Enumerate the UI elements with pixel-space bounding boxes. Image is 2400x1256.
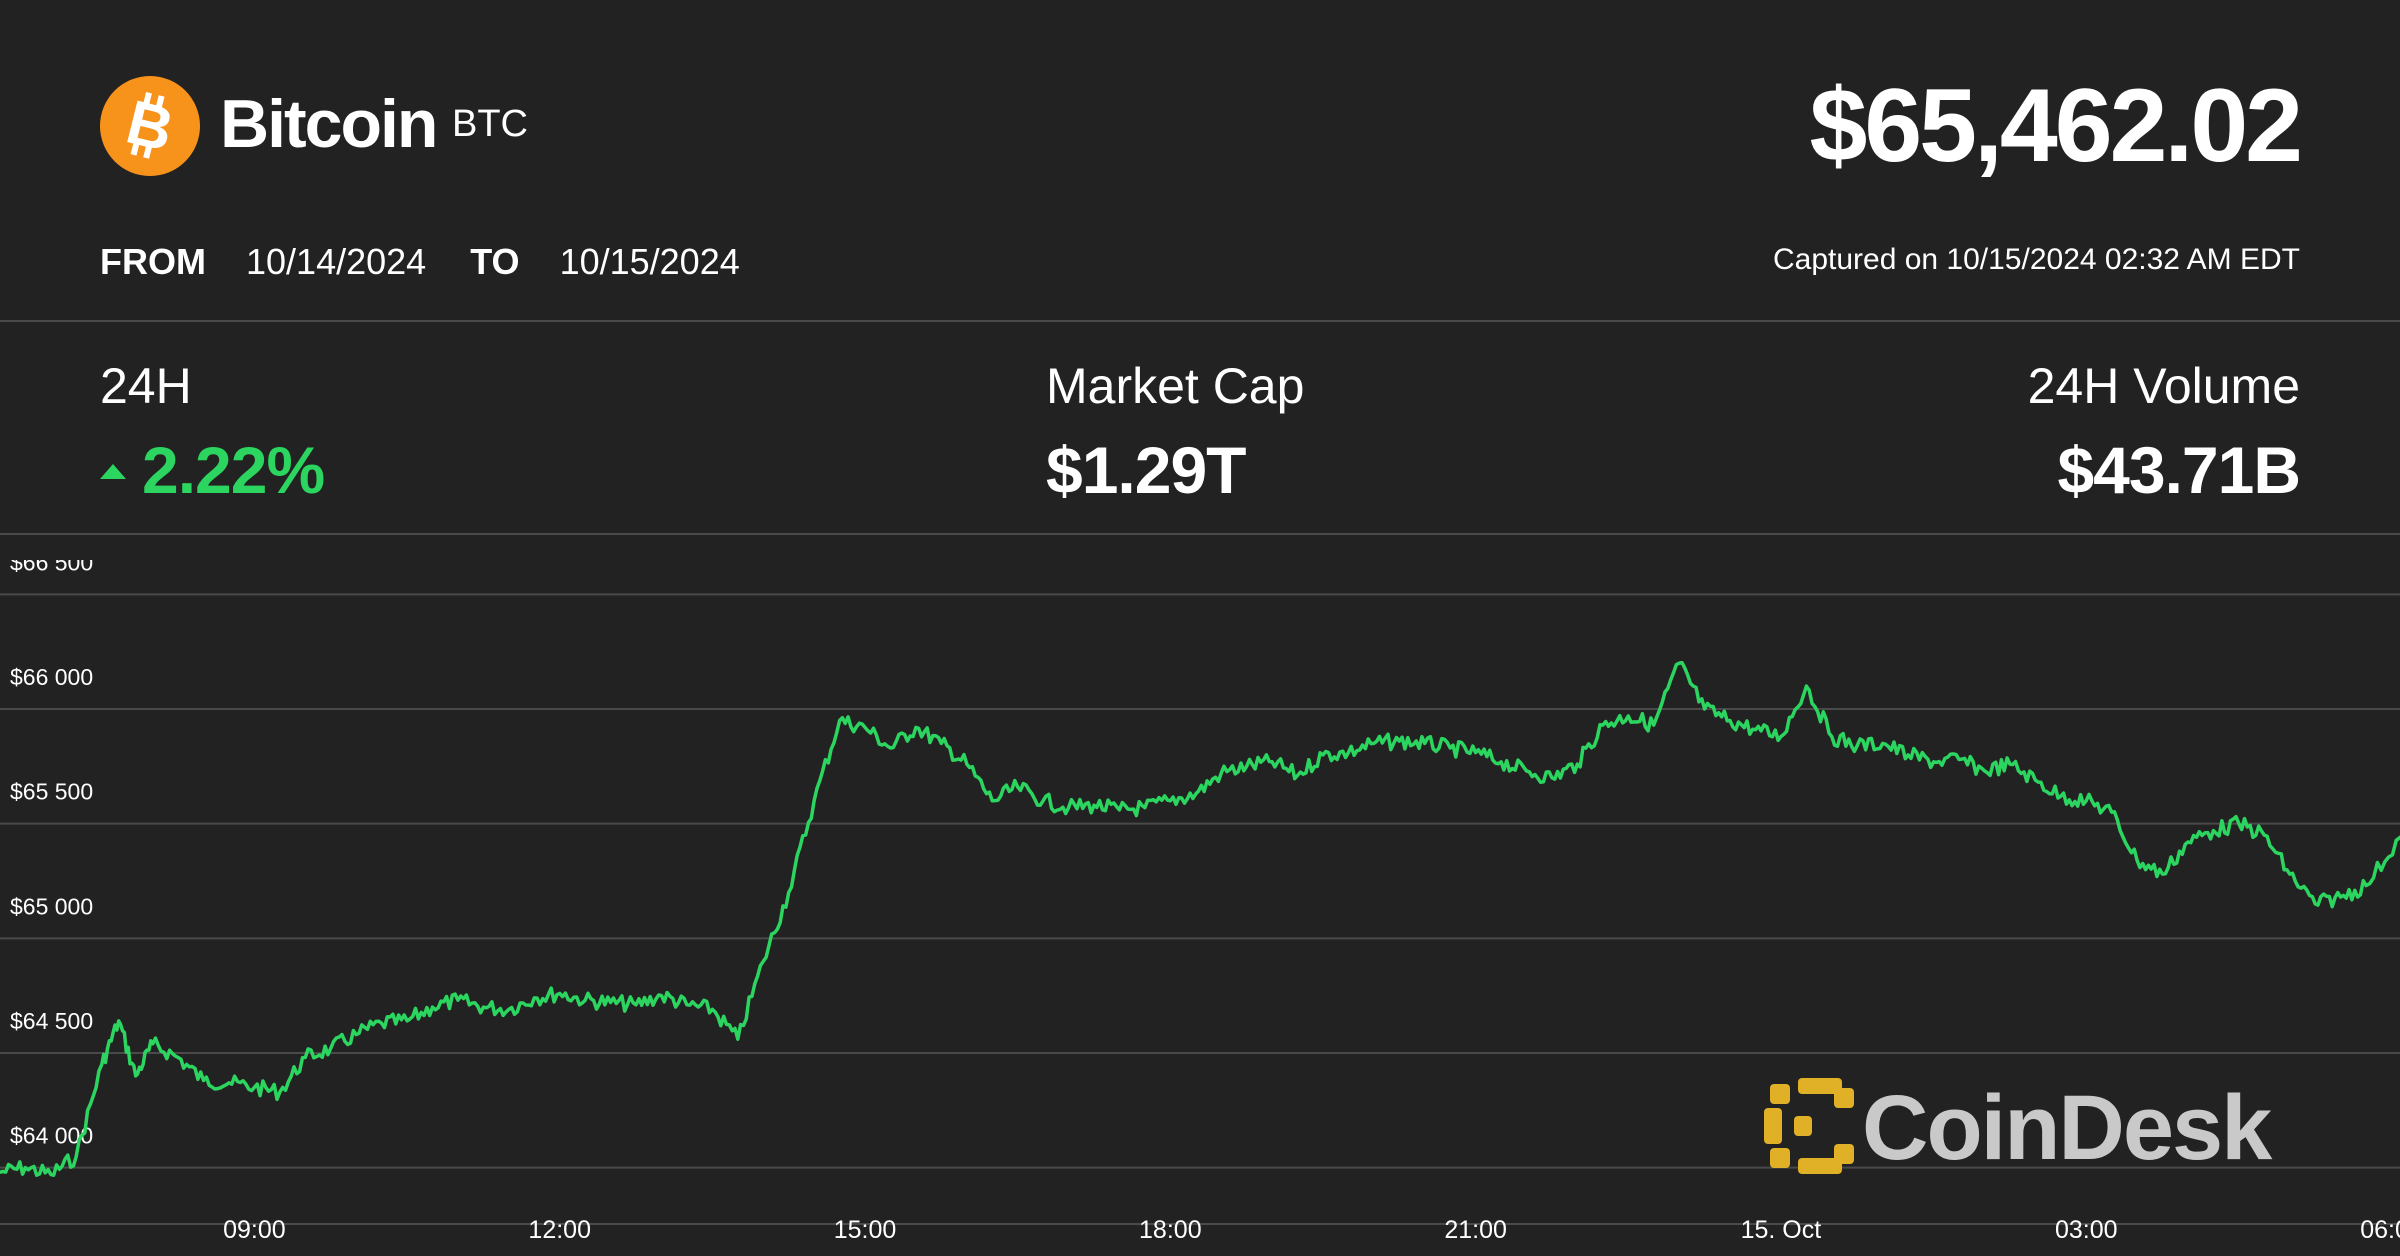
bitcoin-logo-icon: B bbox=[100, 76, 200, 176]
stat-24h-label: 24H bbox=[100, 358, 192, 414]
stat-24h-change: 24H 2.22% bbox=[100, 356, 325, 510]
stat-market-cap-value: $1.29T bbox=[1046, 433, 1246, 507]
price-chart: $64 000$64 500$65 000$65 500$66 000$66 5… bbox=[0, 560, 2400, 1244]
current-price: $65,462.02 bbox=[1809, 68, 2303, 184]
y-tick-label: $66 000 bbox=[10, 664, 93, 690]
stat-market-cap: Market Cap $1.29T bbox=[1046, 356, 1304, 510]
divider-top bbox=[0, 320, 2400, 322]
stat-market-cap-label: Market Cap bbox=[1046, 358, 1305, 414]
date-range: FROM 10/14/2024 TO 10/15/2024 bbox=[100, 240, 774, 284]
from-label: FROM bbox=[100, 241, 206, 282]
x-tick-label: 21:00 bbox=[1444, 1216, 1507, 1244]
captured-timestamp: Captured on 10/15/2024 02:32 AM EDT bbox=[1772, 243, 2300, 276]
y-tick-label: $65 500 bbox=[10, 779, 93, 805]
stat-volume-label: 24H Volume bbox=[2027, 358, 2300, 414]
stat-24h-value-text: 2.22% bbox=[142, 433, 325, 507]
to-date: 10/15/2024 bbox=[559, 241, 740, 282]
x-tick-label: 06:00 bbox=[2360, 1216, 2400, 1244]
to-label: TO bbox=[470, 241, 520, 282]
x-tick-label: 12:00 bbox=[528, 1216, 591, 1244]
stat-volume-value: $43.71B bbox=[2057, 433, 2301, 507]
divider-bottom bbox=[0, 533, 2400, 535]
coin-ticker: BTC bbox=[452, 103, 528, 145]
x-tick-label: 15. Oct bbox=[1741, 1216, 1822, 1244]
stat-volume: 24H Volume $43.71B bbox=[2027, 356, 2301, 510]
price-series-line bbox=[0, 660, 2400, 1177]
x-tick-label: 09:00 bbox=[223, 1216, 286, 1244]
coindesk-watermark: CoinDesk bbox=[1764, 1078, 2320, 1178]
stat-24h-value: 2.22% bbox=[100, 430, 325, 510]
up-arrow-icon bbox=[100, 464, 126, 480]
x-tick-label: 15:00 bbox=[834, 1216, 897, 1244]
from-date: 10/14/2024 bbox=[246, 241, 427, 282]
coin-name: Bitcoin bbox=[220, 86, 438, 162]
y-tick-label: $64 500 bbox=[10, 1008, 93, 1034]
coindesk-wordmark: CoinDesk bbox=[1862, 1077, 2272, 1179]
x-tick-label: 18:00 bbox=[1139, 1216, 1202, 1244]
coindesk-logo-icon bbox=[1764, 1078, 1854, 1174]
header: B Bitcoin BTC $65,462.02 FROM 10/14/2024… bbox=[0, 0, 2400, 320]
y-tick-label: $65 000 bbox=[10, 893, 93, 919]
x-tick-label: 03:00 bbox=[2055, 1216, 2118, 1244]
y-tick-label: $66 500 bbox=[10, 560, 93, 575]
